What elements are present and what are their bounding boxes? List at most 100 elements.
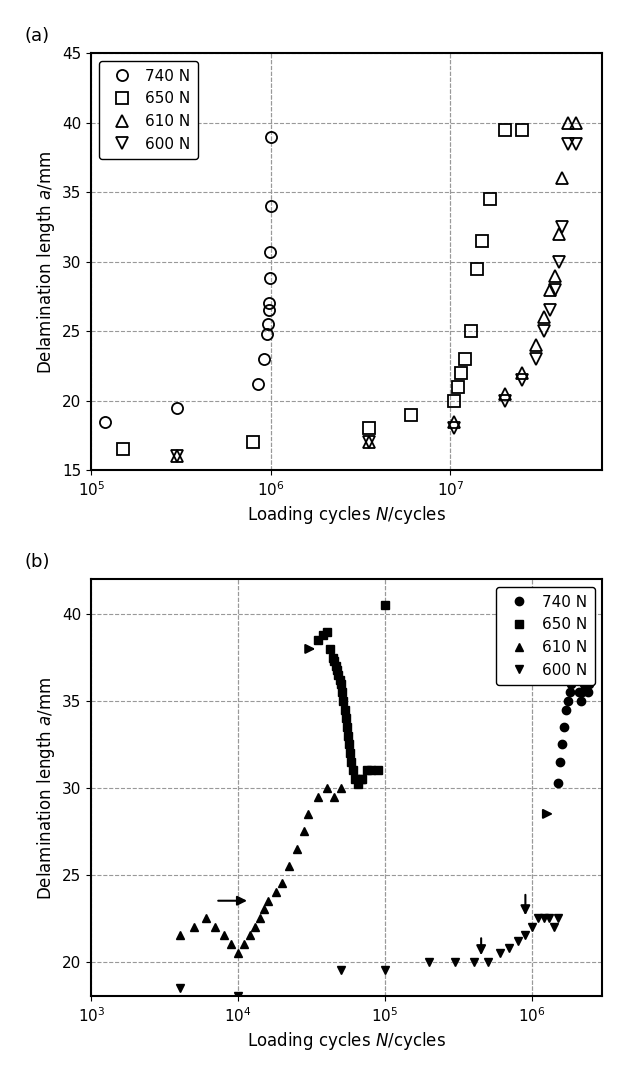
610 N <box>564 117 571 130</box>
740 N <box>564 694 571 707</box>
610 N <box>330 791 338 804</box>
610 N <box>501 388 508 401</box>
610 N <box>265 894 272 907</box>
650 N <box>333 663 341 676</box>
610 N <box>272 886 280 899</box>
600 N <box>518 374 525 387</box>
650 N <box>119 443 127 456</box>
600 N <box>555 255 563 268</box>
Line: 650 N: 650 N <box>314 602 389 788</box>
740 N <box>266 200 274 213</box>
650 N <box>340 694 347 707</box>
600 N <box>484 955 491 968</box>
740 N <box>554 777 562 789</box>
740 N <box>266 272 273 285</box>
610 N <box>323 781 331 794</box>
610 N <box>337 781 345 794</box>
600 N <box>522 929 529 942</box>
650 N <box>319 629 327 642</box>
650 N <box>332 660 340 673</box>
600 N <box>496 946 503 959</box>
740 N <box>267 131 275 144</box>
740 N <box>581 677 589 690</box>
600 N <box>234 989 242 1002</box>
650 N <box>518 123 525 136</box>
610 N <box>540 311 547 324</box>
610 N <box>176 929 183 942</box>
600 N <box>529 920 536 933</box>
600 N <box>426 955 433 968</box>
650 N <box>365 422 372 435</box>
Line: 740 N: 740 N <box>100 131 277 427</box>
650 N <box>330 654 338 667</box>
740 N <box>558 738 566 751</box>
650 N <box>345 729 352 742</box>
740 N <box>583 669 590 681</box>
650 N <box>486 192 493 205</box>
Y-axis label: Delamination length $a$/mm: Delamination length $a$/mm <box>35 150 57 374</box>
610 N <box>227 937 235 950</box>
740 N <box>556 755 564 768</box>
650 N <box>467 325 474 338</box>
650 N <box>407 408 415 421</box>
600 N <box>532 352 540 365</box>
600 N <box>547 303 554 316</box>
600 N <box>564 137 571 150</box>
740 N <box>562 703 570 716</box>
X-axis label: Loading cycles $N$/cycles: Loading cycles $N$/cycles <box>247 1030 446 1052</box>
740 N <box>261 352 268 365</box>
650 N <box>450 394 458 407</box>
650 N <box>329 651 336 664</box>
740 N <box>266 297 273 310</box>
740 N <box>576 686 583 699</box>
650 N <box>341 703 348 716</box>
610 N <box>300 825 307 838</box>
600 N <box>554 912 562 924</box>
650 N <box>326 643 333 656</box>
650 N <box>454 380 462 393</box>
650 N <box>473 262 481 275</box>
610 N <box>190 920 198 933</box>
740 N <box>265 318 272 330</box>
740 N <box>577 694 585 707</box>
600 N <box>176 981 183 994</box>
740 N <box>578 686 586 699</box>
610 N <box>547 283 554 296</box>
610 N <box>365 436 372 449</box>
740 N <box>568 677 575 690</box>
600 N <box>540 912 547 924</box>
600 N <box>559 220 566 233</box>
Text: (a): (a) <box>25 27 50 45</box>
650 N <box>461 352 469 365</box>
600 N <box>365 436 372 449</box>
740 N <box>573 660 580 673</box>
650 N <box>346 746 354 759</box>
610 N <box>220 929 227 942</box>
610 N <box>202 912 209 924</box>
650 N <box>363 764 370 777</box>
610 N <box>518 366 525 379</box>
740 N <box>585 677 593 690</box>
610 N <box>260 903 268 916</box>
650 N <box>335 669 342 681</box>
650 N <box>381 599 389 612</box>
Line: 610 N: 610 N <box>176 784 345 957</box>
610 N <box>234 946 242 959</box>
650 N <box>323 625 331 638</box>
610 N <box>450 415 458 428</box>
650 N <box>358 772 366 785</box>
610 N <box>212 920 219 933</box>
650 N <box>357 772 364 785</box>
600 N <box>572 137 580 150</box>
Line: 600 N: 600 N <box>176 914 562 1000</box>
Line: 610 N: 610 N <box>171 118 581 462</box>
610 N <box>559 172 566 185</box>
740 N <box>101 415 109 428</box>
600 N <box>534 912 542 924</box>
610 N <box>532 339 540 352</box>
610 N <box>304 808 312 821</box>
610 N <box>246 929 254 942</box>
740 N <box>255 378 262 391</box>
600 N <box>545 912 553 924</box>
610 N <box>241 937 248 950</box>
